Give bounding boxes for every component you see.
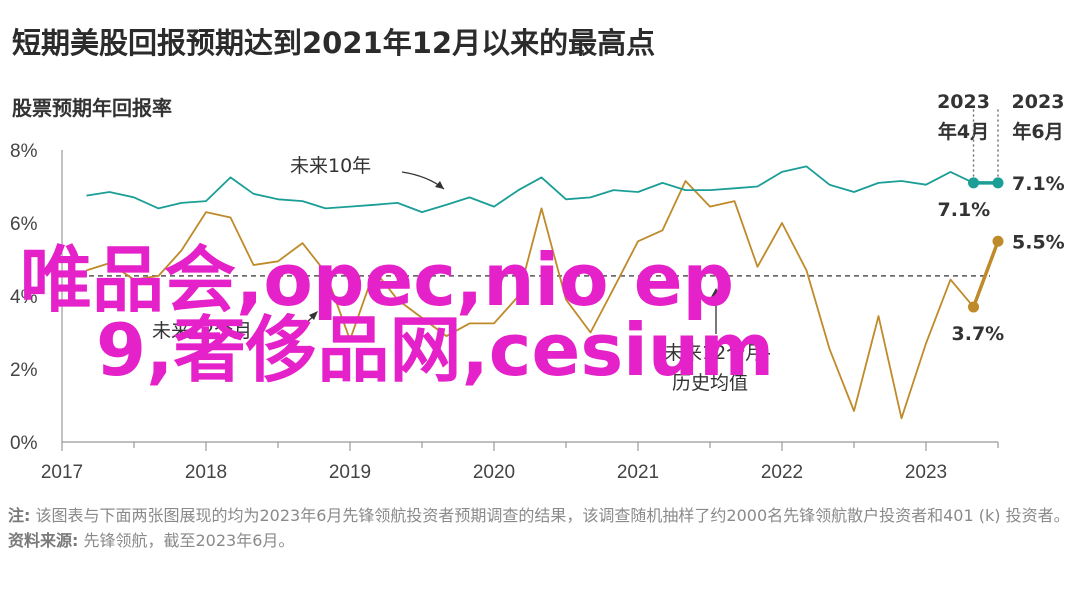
highlight-start-year: 2023 — [937, 91, 990, 113]
highlight-10-year-end-point — [992, 177, 1004, 189]
annotation-average-arrowhead — [711, 288, 721, 297]
note-text: 该图表与下面两张图展现的均为2023年6月先锋领航投资者预期调查的结果，该调查随… — [35, 506, 1070, 525]
chart-title: 短期美股回报预期达到2021年12月以来的最高点 — [12, 26, 656, 60]
highlight-12-month-end-point — [992, 235, 1004, 247]
y-axis-label: 股票预期年回报率 — [12, 96, 172, 120]
source: 资料来源: 先锋领航，截至2023年6月。 — [8, 528, 1072, 553]
axes: 0% 2% 4% 6% 8% 2017 2018 2019 2020 2021 2022 2023 — [10, 141, 999, 483]
note: 注: 该图表与下面两张图展现的均为2023年6月先锋领航投资者预期调查的结果，该… — [8, 503, 1072, 528]
highlight-2023: 2023 年4月 2023 年6月 7.1% 7.1% 5.5% 3.7% — [937, 91, 1065, 345]
annotation-10-year-arrowhead — [435, 181, 444, 189]
y-tick-label: 4% — [10, 287, 38, 308]
footnotes: 注: 该图表与下面两张图展现的均为2023年6月先锋领航投资者预期调查的结果，该… — [8, 503, 1072, 553]
source-label: 资料来源: — [8, 531, 79, 550]
highlight-end-year: 2023 — [1012, 91, 1065, 113]
x-tick-label: 2020 — [473, 462, 515, 483]
x-tick-label: 2022 — [761, 462, 803, 483]
highlight-end-month: 年6月 — [1012, 120, 1063, 143]
highlight-12-month-segment — [971, 240, 1000, 308]
y-tick-label: 0% — [10, 433, 38, 454]
x-tick-label: 2019 — [329, 462, 371, 483]
y-tick-label: 6% — [10, 214, 38, 235]
watermark-line-2: 9,奢侈品网,cesium — [96, 308, 775, 392]
note-label: 注: — [8, 506, 31, 525]
series-12-month-line — [86, 180, 975, 420]
annotation-12-month-arrowhead — [309, 311, 318, 320]
label-12-month-end: 5.5% — [1012, 231, 1065, 253]
y-tick-label: 2% — [10, 360, 38, 381]
label-12-month-start: 3.7% — [952, 323, 1005, 345]
x-tick-label: 2018 — [185, 462, 227, 483]
annotation-10-year: 未来10年 — [290, 155, 371, 177]
label-10-year-start: 7.1% — [938, 199, 991, 221]
series-group — [86, 165, 975, 420]
x-tick-label: 2017 — [41, 462, 83, 483]
x-tick-label: 2023 — [905, 462, 947, 483]
highlight-12-month-start-point — [968, 301, 980, 313]
y-tick-label: 8% — [10, 141, 38, 162]
label-10-year-end: 7.1% — [1012, 173, 1065, 195]
highlight-start-month: 年4月 — [938, 120, 989, 143]
watermark-line-1: 唯品会,opec,nio ep — [20, 238, 735, 322]
annotation-12-month: 未来12个月 — [152, 320, 252, 342]
x-tick-label: 2021 — [617, 462, 659, 483]
series-10-year-line — [86, 165, 974, 214]
annotation-average-line1: 未来12个月- — [664, 342, 771, 364]
annotation-average-line2: 历史均值 — [672, 372, 748, 394]
highlight-10-year-start-point — [968, 177, 980, 189]
line-chart: 0% 2% 4% 6% 8% 2017 2018 2019 2020 2021 2022 2023 未… — [10, 91, 1065, 483]
source-text: 先锋领航，截至2023年6月。 — [83, 531, 295, 550]
